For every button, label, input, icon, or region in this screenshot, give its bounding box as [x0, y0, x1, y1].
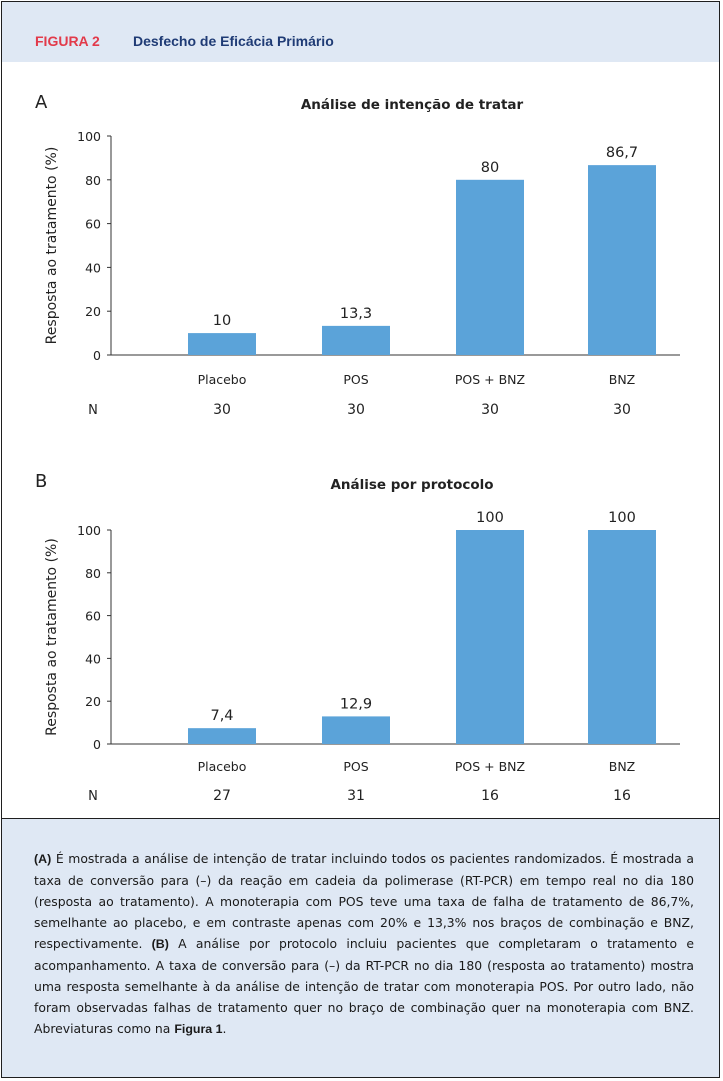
panel-b-bar: [188, 728, 256, 744]
panel-b-category-label: POS + BNZ: [455, 759, 525, 774]
panel-b-category-label: POS: [343, 759, 368, 774]
panel-b-n-value: 16: [481, 788, 499, 804]
panel-a-y-tick-label: 40: [85, 260, 101, 275]
panel-b-category-label: Placebo: [198, 759, 247, 774]
panel-a-n-value: 30: [481, 402, 499, 418]
panel-a-title: Análise de intenção de tratar: [301, 97, 524, 113]
panel-a-value-label: 80: [481, 160, 499, 176]
charts-canvas: A Análise de intenção de tratar Resposta a…: [35, 92, 680, 804]
panel-b-bar: [588, 530, 656, 744]
panel-b-value-label: 7,4: [210, 708, 233, 724]
panel-b-bar: [322, 716, 390, 744]
panel-b-bar: [456, 530, 524, 744]
panel-b-n-value: 16: [613, 788, 631, 804]
panel-a-n-value: 30: [213, 402, 231, 418]
panel-a-y-tick-label: 100: [77, 129, 101, 144]
panel-a-value-label: 10: [213, 313, 231, 329]
panel-a-value-label: 13,3: [340, 306, 372, 322]
panel-a-category-label: POS + BNZ: [455, 372, 525, 387]
panel-a-bar: [188, 333, 256, 355]
panel-a-category-label: BNZ: [609, 372, 636, 387]
panel-a-n-label: N: [88, 403, 98, 418]
figure-number: FIGURA 2: [35, 33, 100, 49]
caption-figure-ref: Figura 1: [174, 1022, 223, 1036]
panel-a-bar: [322, 325, 390, 355]
panel-b-title: Análise por protocolo: [330, 477, 493, 493]
caption-text: (A) É mostrada a análise de intenção de …: [34, 848, 694, 1040]
panel-b-y-axis-label: Resposta ao tratamento (%): [44, 538, 60, 736]
panel-b-value-label: 100: [476, 510, 504, 526]
caption-divider: [2, 818, 719, 819]
panel-b-value-label: 12,9: [340, 696, 372, 712]
panel-b-value-label: 100: [608, 510, 636, 526]
panel-a-value-label: 86,7: [606, 145, 638, 161]
panel-a-y-tick-label: 60: [85, 217, 101, 232]
panel-a-letter: A: [35, 92, 48, 113]
caption-b-text: A análise por protocolo incluiu paciente…: [34, 936, 694, 1036]
panel-b-y-tick-label: 40: [85, 651, 101, 666]
caption-a-text: É mostrada a análise de intenção de trat…: [34, 851, 694, 951]
panel-a-y-tick-label: 0: [93, 348, 101, 363]
panel-b-y-tick-label: 100: [77, 523, 101, 538]
panel-b-y-tick-label: 20: [85, 694, 101, 709]
panel-b-y-tick-label: 0: [93, 737, 101, 752]
panel-b-y-tick-label: 60: [85, 609, 101, 624]
panel-a-bar: [588, 165, 656, 355]
panel-a-y-tick-label: 80: [85, 173, 101, 188]
panel-b-category-label: BNZ: [609, 759, 636, 774]
panel-a-category-label: Placebo: [198, 372, 247, 387]
panel-a-category-label: POS: [343, 372, 368, 387]
panel-b-n-label: N: [88, 789, 98, 804]
panel-b-n-value: 31: [347, 788, 365, 804]
panel-b-n-value: 27: [213, 788, 231, 804]
caption-a-tag: (A): [34, 852, 52, 866]
panel-b-letter: B: [35, 471, 47, 492]
panel-a-n-value: 30: [347, 402, 365, 418]
figure-title: Desfecho de Eficácia Primário: [133, 33, 334, 49]
panel-a-n-value: 30: [613, 402, 631, 418]
panel-a-y-axis-label: Resposta ao tratamento (%): [44, 147, 60, 345]
panel-a-y-tick-label: 20: [85, 304, 101, 319]
caption-panel: [2, 819, 719, 1077]
panel-a-bar: [456, 179, 524, 355]
panel-b-y-tick-label: 80: [85, 566, 101, 581]
figure-header: [2, 2, 719, 62]
caption-end: .: [222, 1021, 227, 1036]
caption-b-tag: (B): [151, 937, 169, 951]
